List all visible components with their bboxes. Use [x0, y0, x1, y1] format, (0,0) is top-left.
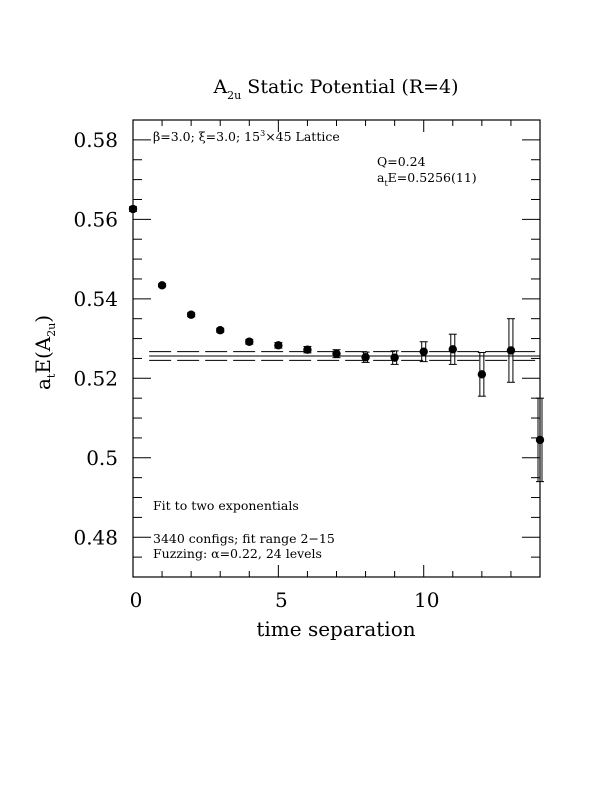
data-point	[303, 345, 312, 354]
data-point	[216, 326, 225, 335]
chart-title: A2u Static Potential (R=4)	[212, 76, 458, 102]
configs-annotation: 3440 configs; fit range 2−15	[153, 531, 335, 546]
data-point	[128, 204, 138, 214]
data-points	[128, 204, 545, 483]
y-axis-label: atE(A2u)	[31, 315, 58, 390]
data-point	[419, 347, 428, 356]
lattice-annotation: β=3.0; ξ=3.0; 153×45 Lattice	[153, 129, 340, 144]
y-tick-label: 0.48	[73, 525, 118, 549]
fuzzing-annotation: Fuzzing: α=0.22, 24 levels	[153, 546, 322, 561]
data-point	[506, 346, 516, 355]
x-axis-label: time separation	[256, 617, 415, 641]
axis-ticks	[133, 119, 541, 578]
data-point	[448, 345, 457, 354]
data-point	[390, 353, 399, 362]
data-point	[361, 353, 370, 362]
y-tick-label: 0.58	[73, 128, 118, 152]
data-point	[477, 370, 487, 379]
fit-method-annotation: Fit to two exponentials	[153, 498, 299, 513]
y-tick-label: 0.56	[73, 207, 118, 231]
data-point	[274, 341, 283, 350]
tick-labels: 0 5 10 0.48 0.5 0.52 0.54 0.56 0.58	[73, 128, 439, 612]
fit-band	[149, 351, 540, 361]
x-tick-label: 5	[275, 588, 288, 612]
data-point	[245, 337, 254, 346]
x-tick-label: 10	[414, 588, 439, 612]
data-point	[186, 310, 196, 319]
y-tick-label: 0.52	[73, 366, 118, 390]
energy-annotation: atE=0.5256(11)	[377, 170, 477, 188]
q-annotation: Q=0.24	[377, 154, 426, 169]
x-tick-label: 0	[130, 588, 143, 612]
data-point	[157, 281, 167, 290]
data-point	[332, 349, 341, 358]
y-tick-label: 0.5	[86, 446, 118, 470]
data-point	[535, 435, 545, 445]
y-tick-label: 0.54	[73, 287, 118, 311]
